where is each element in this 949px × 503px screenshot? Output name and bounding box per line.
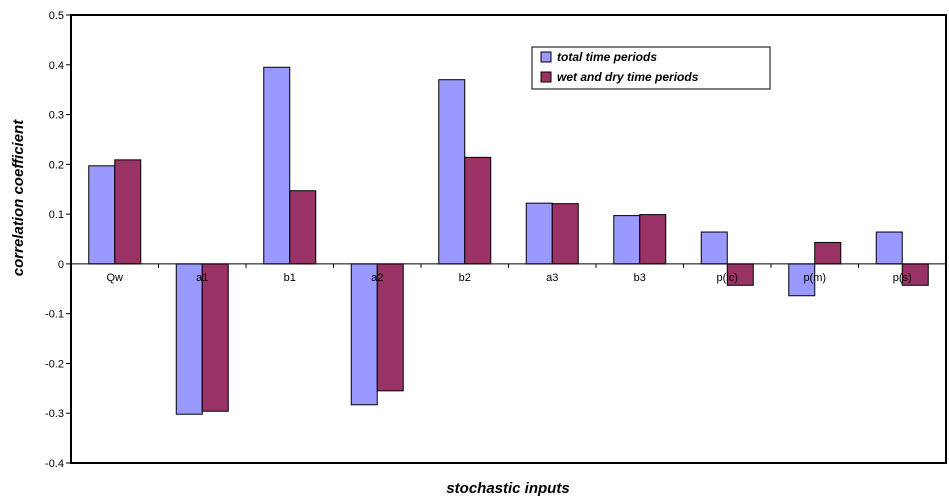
category-label: a2 — [371, 272, 383, 284]
bar-wetdry-a3 — [551, 203, 579, 265]
x-axis-title: stochastic inputs — [446, 480, 569, 497]
bar-wetdry-b2 — [464, 156, 492, 265]
x-axis-ticks — [158, 263, 859, 268]
bar-total-Qw — [88, 165, 116, 265]
bar-total-a3 — [525, 202, 553, 265]
bar-wetdry-a1 — [201, 263, 229, 412]
legend-box — [531, 46, 771, 90]
legend-label-total: total time periods — [557, 50, 657, 64]
bar-total-b1 — [263, 66, 291, 265]
category-label: a3 — [546, 272, 558, 284]
y-tick-label: 0.3 — [49, 110, 64, 122]
category-label: b2 — [459, 272, 471, 284]
category-labels: Qw a1 b1 a2 b2 a3 b3 p(lc) p(m) p(s) — [107, 272, 912, 284]
y-tick-label: -0.4 — [45, 458, 64, 470]
bar-total-a2 — [350, 263, 378, 406]
category-label: p(s) — [893, 272, 912, 284]
legend-label-wetdry: wet and dry time periods — [557, 70, 699, 84]
bar-wetdry-Qw — [114, 159, 142, 265]
legend-swatch-total — [540, 51, 552, 63]
category-label: p(lc) — [717, 272, 738, 284]
bar-wetdry-b1 — [289, 190, 317, 265]
bar-total-b2 — [438, 79, 466, 265]
category-label: a1 — [196, 272, 208, 284]
y-tick-label: 0.1 — [49, 209, 64, 221]
y-tick-label: -0.3 — [45, 408, 64, 420]
y-axis-ticks: 0.5 0.4 0.3 0.2 0.1 0 -0.1 -0.2 -0.3 -0.4 — [45, 10, 71, 470]
y-tick-label: 0.4 — [49, 60, 64, 72]
category-label: b1 — [284, 272, 296, 284]
bar-wetdry-a2 — [376, 263, 404, 392]
y-tick-label: 0 — [58, 259, 64, 271]
bar-wetdry-b3 — [639, 214, 667, 265]
y-tick-label: -0.1 — [45, 309, 64, 321]
category-label: b3 — [634, 272, 646, 284]
y-tick-label: -0.2 — [45, 358, 64, 370]
legend: total time periods wet and dry time peri… — [531, 46, 771, 90]
bar-total-p(s) — [875, 231, 903, 265]
legend-swatch-wetdry — [540, 71, 552, 83]
bar-total-p(m) — [788, 263, 816, 297]
y-axis-title: correlation coefficient — [10, 119, 27, 276]
y-tick-label: 0.2 — [49, 159, 64, 171]
bar-total-b3 — [613, 215, 641, 265]
bar-total-p(lc) — [700, 231, 728, 265]
category-label: Qw — [107, 272, 124, 284]
bar-total-a1 — [175, 263, 203, 415]
bar-wetdry-p(m) — [814, 241, 842, 265]
category-label: p(m) — [803, 272, 826, 284]
y-tick-label: 0.5 — [49, 10, 64, 22]
